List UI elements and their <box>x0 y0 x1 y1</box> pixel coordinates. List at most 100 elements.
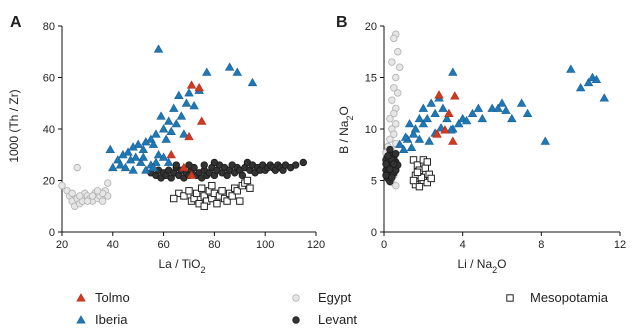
mesopotamia-point <box>413 168 422 176</box>
iberia-point <box>438 103 448 112</box>
panel-a-series-egypt <box>58 163 112 210</box>
iberia-point <box>446 125 456 134</box>
tolmo-point <box>196 116 207 125</box>
iberia-point <box>158 124 169 133</box>
mesopotamia-point <box>200 202 208 210</box>
iberia-point <box>128 142 138 151</box>
iberia-point <box>133 139 143 148</box>
panel-a-x-tick-label: 40 <box>107 239 119 251</box>
iberia-point <box>153 149 164 159</box>
legend-marker-egypt <box>292 294 300 302</box>
legend-label-levant: Levant <box>318 312 357 327</box>
iberia-point <box>115 160 126 169</box>
iberia-point <box>181 98 192 107</box>
iberia-point <box>125 155 136 164</box>
iberia-point <box>171 119 182 128</box>
iberia-point <box>540 136 550 145</box>
mesopotamia-point <box>236 197 244 205</box>
mesopotamia-point <box>233 187 241 195</box>
iberia-point <box>398 144 409 154</box>
legend-label-mesopotamia: Mesopotamia <box>530 290 609 305</box>
iberia-point <box>418 119 429 128</box>
legend-label-tolmo: Tolmo <box>95 290 130 305</box>
levant-point <box>392 150 400 158</box>
egypt-point <box>392 120 400 128</box>
egypt-point <box>83 197 92 205</box>
levant-point <box>291 161 300 169</box>
panel-b-letter: B <box>336 14 348 31</box>
iberia-point <box>158 152 169 161</box>
iberia-point <box>163 116 174 125</box>
panel-b-y-tick-label: 15 <box>365 73 377 85</box>
iberia-point <box>404 119 415 128</box>
legend-label-iberia: Iberia <box>95 312 128 327</box>
panel-b-points <box>382 30 609 191</box>
iberia-point <box>487 103 497 112</box>
egypt-point <box>394 48 402 56</box>
iberia-point <box>461 115 472 125</box>
iberia-point <box>148 162 159 172</box>
egypt-point <box>392 73 400 82</box>
legend-item-tolmo: Tolmo <box>76 290 130 305</box>
iberia-point <box>163 157 174 166</box>
panel-a-series-mesopotamia <box>170 176 254 210</box>
iberia-point <box>153 44 164 53</box>
iberia-point <box>424 136 434 145</box>
legend: Tolmo Egypt Mesopotamia Iberia Levant <box>76 290 609 327</box>
tolmo-point <box>194 82 204 92</box>
legend-marker-tolmo <box>76 293 86 302</box>
levant-point <box>185 161 193 169</box>
iberia-point <box>599 93 609 102</box>
panel-a-ylabel: 1000 (Th / Zr) <box>7 89 21 162</box>
iberia-point <box>501 105 511 114</box>
iberia-point <box>123 147 133 156</box>
iberia-point <box>408 129 419 138</box>
panel-b-axes: 0 4 8 12 0 5 10 15 20 <box>365 21 626 251</box>
iberia-point <box>179 129 189 138</box>
iberia-point <box>247 77 258 87</box>
panel-a-y-tick-label: 0 <box>49 227 55 239</box>
iberia-point <box>202 67 212 76</box>
panel-b-ylabel: B / Na2O <box>337 106 355 154</box>
panel-a-y-tick-label: 40 <box>43 124 55 136</box>
iberia-point <box>583 77 594 87</box>
iberia-point <box>232 67 242 76</box>
levant-point <box>382 160 390 168</box>
panel-a-xlabel: La / TiO2 <box>158 257 205 275</box>
iberia-point <box>189 101 199 110</box>
iberia-point <box>406 142 417 151</box>
iberia-point <box>161 134 171 143</box>
iberia-point <box>414 134 425 143</box>
panel-b-x-tick-label: 12 <box>614 239 626 251</box>
levant-point <box>384 152 392 160</box>
panel-b-series-tolmo <box>432 90 460 145</box>
legend-tolmo-marker <box>76 293 86 302</box>
iberia-point <box>138 152 148 161</box>
mesopotamia-point <box>192 189 201 198</box>
iberia-point <box>141 165 151 174</box>
legend-egypt-marker <box>292 294 300 302</box>
levant-point <box>210 158 219 167</box>
mesopotamia-point <box>223 197 231 205</box>
levant-point <box>172 161 180 169</box>
iberia-point <box>566 64 576 73</box>
panel-b-x-tick-label: 0 <box>381 239 387 251</box>
iberia-point <box>130 152 141 161</box>
iberia-point <box>454 119 464 128</box>
levant-point <box>238 171 247 180</box>
panel-b: B 0 4 8 12 0 5 10 15 20 Li / Na2O B / Na2O <box>336 14 626 275</box>
panel-b-y-tick-label: 5 <box>371 176 377 188</box>
panel-a-x-tick-label: 80 <box>208 239 220 251</box>
legend-item-levant: Levant <box>292 312 357 327</box>
tolmo-point <box>179 162 189 172</box>
panel-b-series-levant <box>382 145 402 186</box>
egypt-point <box>388 96 396 104</box>
iberia-point <box>156 111 166 120</box>
iberia-point <box>522 108 533 117</box>
mesopotamia-point <box>243 176 252 185</box>
iberia-point <box>473 103 484 112</box>
iberia-point <box>442 113 452 123</box>
iberia-point <box>493 103 503 112</box>
mesopotamia-point <box>208 181 216 190</box>
